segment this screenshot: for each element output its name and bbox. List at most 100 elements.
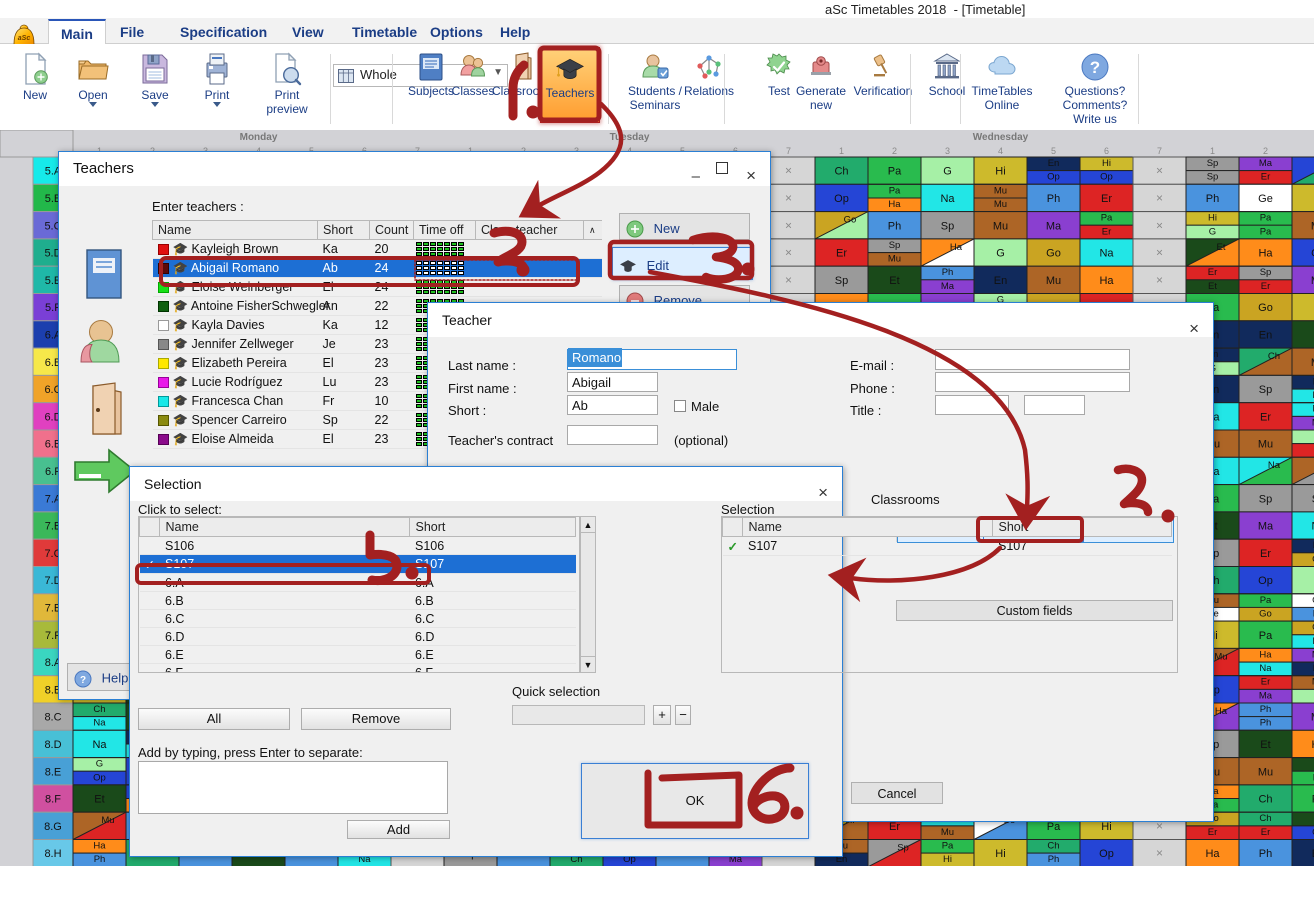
- svg-text:×: ×: [1156, 218, 1163, 232]
- svg-text:×: ×: [1156, 191, 1163, 205]
- svg-text:aSc: aSc: [18, 35, 31, 42]
- svg-text:Ch: Ch: [1259, 813, 1271, 824]
- svg-text:Ch: Ch: [834, 166, 848, 178]
- svg-text:4: 4: [998, 146, 1003, 156]
- svg-text:En: En: [1259, 330, 1272, 342]
- svg-text:Go: Go: [844, 215, 857, 226]
- svg-text:Pa: Pa: [1259, 630, 1273, 642]
- svg-text:En: En: [1048, 158, 1060, 169]
- svg-text:1: 1: [839, 146, 844, 156]
- svg-text:Ha: Ha: [1215, 706, 1228, 717]
- svg-text:Op: Op: [1100, 172, 1113, 183]
- svg-text:7: 7: [1157, 146, 1162, 156]
- svg-text:Sp: Sp: [1207, 172, 1219, 183]
- svg-text:Op: Op: [1258, 575, 1273, 587]
- svg-text:Er: Er: [1260, 411, 1271, 423]
- svg-text:Er: Er: [1261, 281, 1271, 292]
- svg-text:Op: Op: [93, 772, 106, 783]
- svg-text:×: ×: [785, 246, 792, 260]
- svg-text:G: G: [996, 248, 1005, 260]
- svg-text:Hi: Hi: [943, 854, 952, 865]
- svg-text:Mu: Mu: [101, 815, 114, 826]
- svg-text:Hi: Hi: [995, 848, 1005, 860]
- svg-text:Mu: Mu: [1258, 766, 1273, 778]
- svg-text:1: 1: [1210, 146, 1215, 156]
- svg-text:Ph: Ph: [888, 220, 901, 232]
- svg-text:Er: Er: [889, 821, 900, 833]
- svg-text:Ma: Ma: [941, 281, 955, 292]
- svg-text:En: En: [994, 275, 1007, 287]
- svg-text:Ch: Ch: [93, 704, 105, 715]
- svg-text:Ph: Ph: [1206, 193, 1219, 205]
- svg-text:Pa: Pa: [942, 841, 954, 852]
- svg-text:Ph: Ph: [1047, 193, 1060, 205]
- svg-text:Sp: Sp: [835, 275, 848, 287]
- svg-text:3: 3: [945, 146, 950, 156]
- svg-text:×: ×: [1156, 846, 1163, 860]
- svg-text:Ma: Ma: [1259, 690, 1273, 701]
- svg-text:Er: Er: [1101, 193, 1112, 205]
- svg-text:Mu: Mu: [1214, 651, 1227, 662]
- svg-text:Et: Et: [1260, 739, 1270, 751]
- svg-text:Mu: Mu: [1046, 275, 1061, 287]
- svg-text:Na: Na: [92, 739, 107, 751]
- svg-text:Go: Go: [1258, 302, 1273, 314]
- svg-text:2: 2: [1263, 146, 1268, 156]
- svg-text:Et: Et: [1217, 242, 1226, 253]
- svg-text:Mu: Mu: [994, 199, 1007, 210]
- svg-text:?: ?: [80, 675, 86, 686]
- svg-text:Pa: Pa: [1260, 213, 1272, 224]
- svg-text:Pa: Pa: [1101, 213, 1113, 224]
- svg-text:Ha: Ha: [1258, 248, 1273, 260]
- svg-text:Ma: Ma: [1258, 521, 1274, 533]
- svg-text:Ma: Ma: [1259, 158, 1273, 169]
- svg-text:Sp: Sp: [1259, 384, 1272, 396]
- svg-text:G: G: [1209, 226, 1216, 237]
- svg-text:Ha: Ha: [93, 841, 106, 852]
- svg-text:Pa: Pa: [1047, 821, 1061, 833]
- svg-text:Ph: Ph: [1048, 854, 1060, 865]
- svg-text:Ph: Ph: [94, 854, 106, 865]
- svg-text:×: ×: [785, 273, 792, 287]
- svg-text:Hi: Hi: [1102, 158, 1111, 169]
- svg-text:×: ×: [785, 191, 792, 205]
- svg-text:Tuesday: Tuesday: [610, 132, 650, 143]
- svg-text:Na: Na: [1268, 460, 1281, 471]
- svg-text:Go: Go: [1259, 609, 1272, 620]
- svg-text:Ha: Ha: [1259, 649, 1272, 660]
- svg-text:Ph: Ph: [1259, 848, 1272, 860]
- svg-text:Ch: Ch: [1258, 794, 1272, 806]
- svg-text:×: ×: [1156, 164, 1163, 178]
- svg-text:8.G: 8.G: [44, 821, 62, 833]
- svg-text:Ma: Ma: [1046, 220, 1062, 232]
- svg-text:Na: Na: [1259, 663, 1272, 674]
- svg-text:7: 7: [786, 146, 791, 156]
- svg-text:Wednesday: Wednesday: [973, 132, 1029, 143]
- svg-text:Ph: Ph: [1260, 704, 1272, 715]
- svg-text:Na: Na: [940, 193, 955, 205]
- svg-text:Op: Op: [1099, 848, 1114, 860]
- svg-text:Sp: Sp: [941, 220, 954, 232]
- svg-text:Er: Er: [1261, 827, 1271, 838]
- svg-text:?: ?: [1090, 58, 1100, 77]
- svg-text:Hi: Hi: [1208, 213, 1217, 224]
- svg-text:Op: Op: [834, 193, 849, 205]
- svg-text:Hi: Hi: [1101, 821, 1111, 833]
- svg-text:6: 6: [1104, 146, 1109, 156]
- svg-text:Pa: Pa: [1260, 595, 1272, 606]
- svg-text:Pa: Pa: [889, 185, 901, 196]
- svg-text:Mu: Mu: [993, 220, 1008, 232]
- svg-text:2: 2: [892, 146, 897, 156]
- svg-text:8.E: 8.E: [45, 766, 62, 778]
- svg-text:Mu: Mu: [994, 185, 1007, 196]
- svg-text:Ge: Ge: [1258, 193, 1273, 205]
- svg-text:Sp: Sp: [1207, 158, 1219, 169]
- svg-text:Er: Er: [836, 248, 847, 260]
- svg-text:Sp: Sp: [1260, 267, 1272, 278]
- svg-text:Ch: Ch: [1047, 841, 1059, 852]
- svg-text:Et: Et: [94, 794, 104, 806]
- svg-text:Op: Op: [1047, 172, 1060, 183]
- svg-text:Ph: Ph: [1260, 718, 1272, 729]
- svg-text:×: ×: [1156, 246, 1163, 260]
- svg-text:Ha: Ha: [1205, 848, 1220, 860]
